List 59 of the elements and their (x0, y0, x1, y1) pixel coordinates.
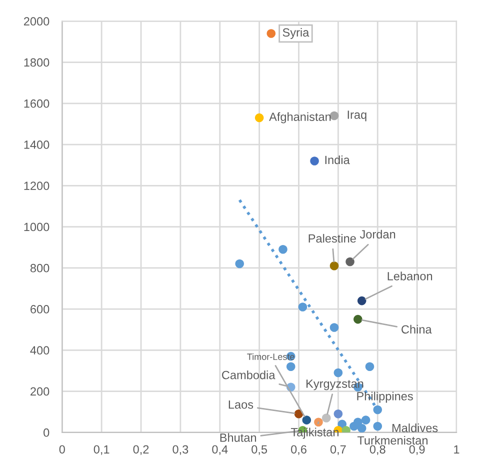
y-tick-label: 1200 (24, 182, 50, 190)
point (357, 424, 366, 432)
y-tick-label: 1400 (24, 140, 50, 149)
y-tick-label: 1800 (24, 58, 50, 67)
point (334, 410, 343, 418)
annotation: Iraq (348, 110, 366, 122)
annotation: India (325, 155, 350, 164)
annotation: Tajikistan (290, 428, 338, 439)
y-tick-label: 0 (44, 428, 50, 437)
y-tick-label: 1000 (24, 222, 50, 232)
annotation: China (402, 324, 432, 334)
point (286, 362, 296, 371)
point (357, 296, 366, 306)
y-tick-label: 400 (30, 346, 50, 355)
x-tick-label: 0,2 (133, 445, 149, 455)
point (330, 323, 339, 332)
point (314, 418, 323, 427)
annotation: Afghanistan (269, 112, 331, 124)
x-tick-label: 0,3 (172, 445, 188, 455)
point (322, 414, 331, 422)
annotation: Maldives (392, 424, 438, 432)
x-tick-label: 0,5 (252, 445, 268, 455)
point (278, 245, 288, 254)
x-tick-label: 0,6 (291, 445, 306, 455)
point (354, 314, 362, 324)
annotation: Cambodia (222, 370, 276, 380)
annotation: Jordan (360, 230, 396, 239)
x-tick-label: 1 (454, 445, 460, 454)
point (330, 261, 339, 270)
x-tick-label: 0,8 (370, 445, 386, 455)
y-tick-label: 1600 (24, 99, 50, 108)
annotation: Bhutan (220, 433, 256, 442)
annotation: Laos (228, 400, 254, 409)
x-tick-label: 0,7 (330, 445, 346, 455)
point (334, 368, 343, 378)
point (346, 257, 354, 266)
point (310, 156, 319, 166)
x-tick-label: 0,4 (212, 445, 228, 455)
point (361, 416, 370, 424)
point (302, 416, 312, 424)
annotation: Turkmenistan (357, 436, 428, 445)
x-tick-label: 0,1 (94, 445, 110, 455)
y-tick-label: 600 (30, 305, 50, 314)
annotation: Palestine (308, 234, 356, 243)
y-tick-label: 2000 (24, 17, 50, 26)
x-tick-label: 0 (59, 445, 65, 454)
annotation: Philippines (357, 392, 413, 403)
point (373, 405, 382, 414)
annotation: Lebanon (388, 272, 432, 280)
point (266, 29, 276, 38)
point (365, 362, 374, 371)
point (298, 302, 308, 312)
point (235, 259, 244, 268)
point (254, 113, 264, 122)
annotation: Syria (282, 28, 310, 39)
x-tick-label: 0,9 (409, 445, 425, 455)
y-tick-label: 800 (30, 264, 50, 272)
point (373, 422, 382, 431)
y-tick-label: 200 (30, 387, 50, 396)
